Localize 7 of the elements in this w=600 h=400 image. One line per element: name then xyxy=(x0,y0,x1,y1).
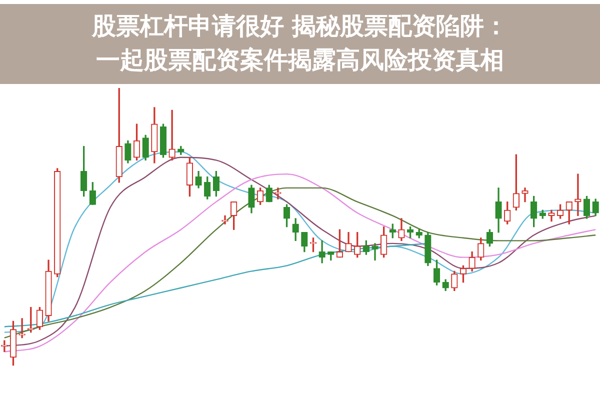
candlestick xyxy=(274,188,282,200)
candlestick xyxy=(18,318,26,338)
candlestick xyxy=(522,188,528,202)
candlestick xyxy=(574,174,582,216)
candlestick xyxy=(168,110,176,161)
candlestick xyxy=(372,243,378,260)
chart-title: 股票杠杆申请很好 揭秘股票配资陷阱：一起股票配资案件揭露高风险投资真相 xyxy=(0,4,600,84)
